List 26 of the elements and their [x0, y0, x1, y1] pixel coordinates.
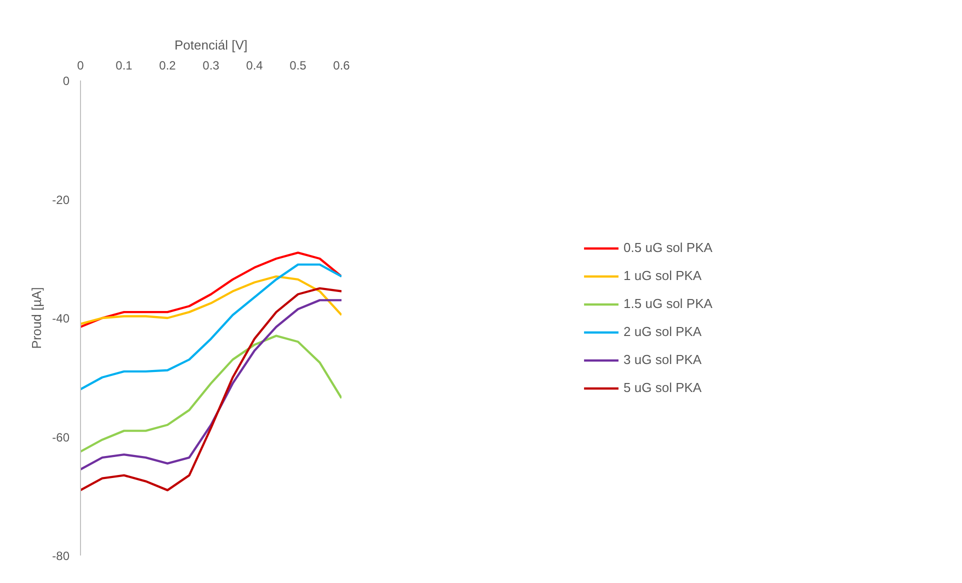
x-tick-label: 0.4 — [246, 58, 264, 72]
y-tick-label: -20 — [52, 192, 70, 207]
x-tick-label: 0.1 — [116, 58, 133, 72]
x-tick-label: 0.3 — [202, 58, 220, 72]
legend-label: 0.5 uG sol PKA — [624, 240, 712, 255]
line-series — [80, 263, 342, 390]
x-tick-label: 0 — [77, 58, 84, 72]
legend-label: 1 uG sol PKA — [624, 268, 702, 283]
line-series — [80, 299, 342, 471]
y-tick-label: -40 — [52, 312, 70, 326]
line-series — [80, 287, 342, 492]
y-tick-label: -80 — [52, 549, 70, 563]
legend-label: 5 uG sol PKA — [624, 380, 702, 395]
x-tick-label: 0.2 — [159, 58, 176, 72]
y-axis-title: Proud [µA] — [29, 287, 44, 349]
line-series — [80, 252, 342, 328]
x-tick-label: 0.6 — [333, 58, 350, 72]
x-axis-title: Potenciál [V] — [174, 38, 248, 52]
line-series — [80, 334, 342, 453]
y-tick-label: 0 — [62, 74, 70, 88]
x-tick-label: 0.5 — [290, 58, 307, 72]
legend-label: 1.5 uG sol PKA — [624, 296, 712, 311]
y-tick-label: -60 — [52, 430, 70, 444]
legend-label: 2 uG sol PKA — [624, 324, 702, 339]
legend-label: 3 uG sol PKA — [624, 352, 702, 367]
line-series — [80, 275, 342, 326]
